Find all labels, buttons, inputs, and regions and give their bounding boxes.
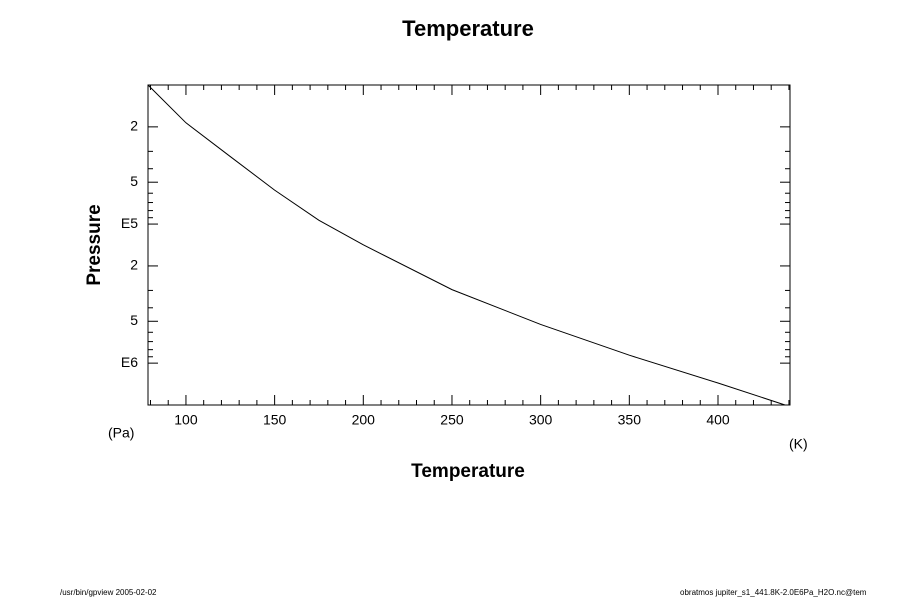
y-tick-label: 2 xyxy=(130,257,138,273)
x-axis-title: Temperature xyxy=(411,461,525,482)
y-unit: (Pa) xyxy=(108,425,134,441)
y-axis-title: Pressure xyxy=(84,204,105,285)
footer-right: obratmos jupiter_s1_441.8K-2.0E6Pa_H2O.n… xyxy=(680,588,867,597)
x-tick-label: 200 xyxy=(352,412,376,428)
data-line xyxy=(147,84,786,406)
y-tick-label: E5 xyxy=(121,215,138,231)
y-tick-label: E6 xyxy=(121,354,138,370)
plot-frame xyxy=(147,84,791,406)
y-tick-label: 5 xyxy=(130,312,138,328)
x-tick-label: 250 xyxy=(440,412,464,428)
x-tick-label: 350 xyxy=(618,412,642,428)
chart-title: Temperature xyxy=(402,16,534,41)
x-tick-label: 100 xyxy=(174,412,198,428)
y-tick-label: 2 xyxy=(130,118,138,134)
x-tick-label: 300 xyxy=(529,412,553,428)
x-tick-label: 400 xyxy=(706,412,730,428)
y-tick-label: 5 xyxy=(130,173,138,189)
x-tick-label: 150 xyxy=(263,412,287,428)
x-unit: (K) xyxy=(789,436,808,452)
footer-left: /usr/bin/gpview 2005-02-02 xyxy=(60,588,157,597)
